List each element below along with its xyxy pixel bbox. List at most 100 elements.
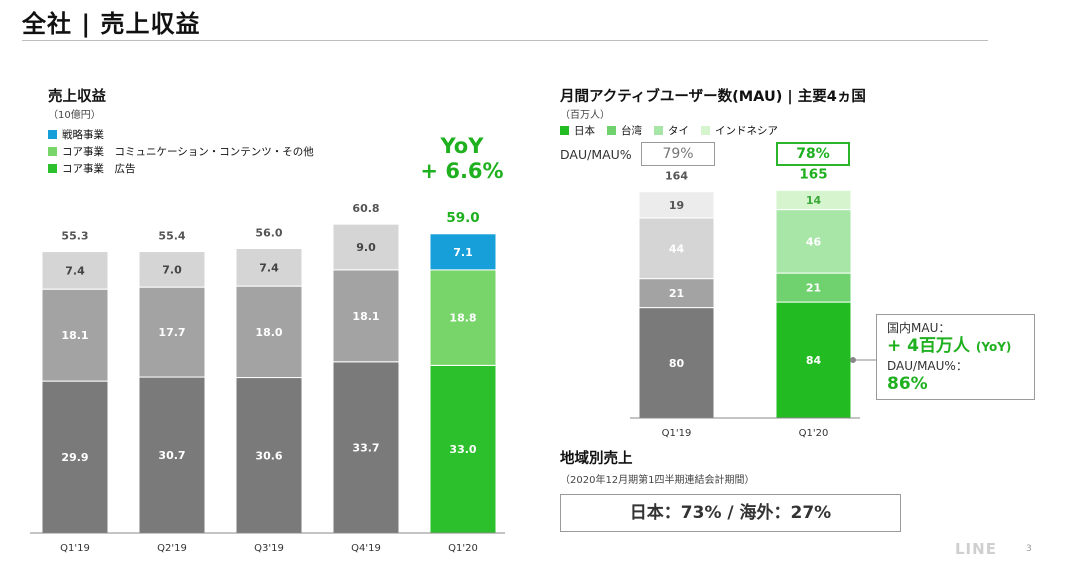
mau-unit: （百万人） bbox=[560, 110, 610, 121]
mau-bar-1-2 bbox=[775, 209, 852, 274]
revenue-category-label-3: Q4'19 bbox=[351, 543, 381, 554]
revenue-bar-1-0 bbox=[138, 376, 206, 534]
domestic-mau-callout: 国内MAU： + 4百万人 (YoY) DAU/MAU%： 86% bbox=[876, 314, 1035, 400]
page-number: 3 bbox=[1026, 544, 1032, 554]
revenue-value-label-1-1: 17.7 bbox=[158, 326, 185, 339]
legend-swatch bbox=[560, 126, 569, 135]
mau-total-label-1: 165 bbox=[799, 166, 827, 182]
title-divider bbox=[22, 40, 988, 41]
revenue-value-label-0-1: 18.1 bbox=[61, 329, 88, 342]
region-subtitle: （2020年12月期第1四半期連結会計期間） bbox=[560, 475, 755, 486]
legend-label: コア事業 広告 bbox=[62, 163, 136, 175]
revenue-bar-2-1 bbox=[235, 285, 303, 379]
mau-bar-0-3 bbox=[638, 191, 715, 219]
revenue-total-label-1: 55.4 bbox=[158, 230, 185, 243]
dau-mau-q1-20: 78% bbox=[776, 142, 850, 166]
legend-swatch bbox=[654, 126, 663, 135]
revenue-bar-2-2 bbox=[235, 248, 303, 287]
revenue-total-label-0: 55.3 bbox=[61, 230, 88, 243]
revenue-category-label-2: Q3'19 bbox=[254, 543, 284, 554]
revenue-category-label-4: Q1'20 bbox=[448, 543, 478, 554]
page-title: 全社 | 売上収益 bbox=[22, 10, 201, 38]
legend-label: 戦略事業 bbox=[62, 129, 104, 141]
revenue-value-label-4-1: 18.8 bbox=[449, 312, 476, 325]
mau-value-label-0-0: 80 bbox=[669, 357, 685, 370]
revenue-bar-2-0 bbox=[235, 377, 303, 534]
revenue-panel-title: 売上収益 bbox=[48, 89, 106, 105]
revenue-bar-4-1 bbox=[429, 269, 497, 366]
legend-label: インドネシア bbox=[715, 125, 778, 137]
legend-label: 日本 bbox=[574, 125, 595, 137]
revenue-bar-0-1 bbox=[41, 288, 109, 382]
revenue-category-label-1: Q2'19 bbox=[157, 543, 187, 554]
mau-value-label-0-1: 21 bbox=[669, 287, 684, 300]
mau-legend: 日本 台湾 タイ インドネシア bbox=[560, 123, 790, 138]
mau-panel-title: 月間アクティブユーザー数(MAU) | 主要4ヵ国 bbox=[560, 89, 866, 105]
callout-yoy-suffix: (YoY) bbox=[975, 340, 1012, 354]
legend-item-indonesia: インドネシア bbox=[701, 123, 778, 138]
revenue-value-label-3-0: 33.7 bbox=[352, 441, 379, 454]
revenue-bar-0-0 bbox=[41, 380, 109, 534]
revenue-value-label-4-2: 7.1 bbox=[453, 246, 473, 259]
yoy-value: + 6.6% bbox=[420, 159, 504, 183]
revenue-bar-1-2 bbox=[138, 251, 206, 288]
legend-label: タイ bbox=[668, 125, 689, 137]
revenue-total-label-4: 59.0 bbox=[446, 210, 479, 226]
mau-value-label-1-0: 84 bbox=[806, 354, 822, 367]
revenue-bar-3-0 bbox=[332, 361, 400, 534]
legend-item-core-communication: コア事業 コミュニケーション・コンテンツ・その他 bbox=[48, 143, 314, 160]
callout-mau-growth: + 4百万人 bbox=[887, 336, 970, 356]
legend-swatch bbox=[48, 130, 57, 139]
revenue-total-label-3: 60.8 bbox=[352, 202, 379, 215]
callout-mau-label: 国内MAU： bbox=[887, 321, 951, 335]
mau-bar-0-0 bbox=[638, 307, 715, 419]
callout-mau-value: + 4百万人 (YoY) bbox=[887, 336, 1024, 357]
legend-label: コア事業 コミュニケーション・コンテンツ・その他 bbox=[62, 146, 314, 158]
mau-total-label-0: 164 bbox=[665, 170, 688, 183]
mau-category-label-0: Q1'19 bbox=[662, 428, 692, 439]
revenue-bar-4-2 bbox=[429, 233, 497, 271]
revenue-category-label-0: Q1'19 bbox=[60, 543, 90, 554]
revenue-total-label-2: 56.0 bbox=[255, 227, 282, 240]
dau-mau-q1-19: 79% bbox=[641, 142, 715, 166]
mau-value-label-1-1: 21 bbox=[806, 282, 821, 295]
callout-dau-label: DAU/MAU%： bbox=[887, 359, 968, 373]
legend-swatch bbox=[607, 126, 616, 135]
legend-item-thailand: タイ bbox=[654, 123, 689, 138]
legend-swatch bbox=[48, 164, 57, 173]
callout-connector-dot bbox=[850, 357, 856, 364]
revenue-value-label-0-2: 7.4 bbox=[65, 264, 85, 277]
callout-dau-value: 86% bbox=[887, 374, 928, 394]
revenue-bar-0-2 bbox=[41, 251, 109, 290]
mau-value-label-0-2: 44 bbox=[669, 242, 685, 255]
mau-value-label-0-3: 19 bbox=[669, 199, 684, 212]
revenue-bar-4-0 bbox=[429, 364, 497, 534]
mau-bar-0-2 bbox=[638, 217, 715, 280]
revenue-bar-3-2 bbox=[332, 223, 400, 271]
revenue-value-label-1-0: 30.7 bbox=[158, 449, 185, 462]
revenue-unit: （10億円） bbox=[48, 110, 101, 121]
dau-mau-label: DAU/MAU% bbox=[560, 147, 632, 162]
revenue-value-label-2-1: 18.0 bbox=[255, 326, 282, 339]
revenue-legend: 戦略事業 コア事業 コミュニケーション・コンテンツ・その他 コア事業 広告 bbox=[48, 126, 314, 177]
legend-swatch bbox=[48, 147, 57, 156]
yoy-label: YoY bbox=[440, 134, 484, 158]
mau-bar-0-1 bbox=[638, 278, 715, 309]
legend-item-japan: 日本 bbox=[560, 123, 595, 138]
revenue-value-label-2-2: 7.4 bbox=[259, 261, 279, 274]
revenue-bar-1-1 bbox=[138, 286, 206, 378]
revenue-value-label-0-0: 29.9 bbox=[61, 451, 88, 464]
mau-value-label-1-3: 14 bbox=[806, 194, 822, 207]
region-breakdown: 日本：73% / 海外：27% bbox=[560, 494, 901, 532]
legend-label: 台湾 bbox=[621, 125, 642, 137]
revenue-value-label-3-1: 18.1 bbox=[352, 310, 379, 323]
legend-item-core-advertising: コア事業 広告 bbox=[48, 160, 314, 177]
legend-item-strategic: 戦略事業 bbox=[48, 126, 314, 143]
legend-swatch bbox=[701, 126, 710, 135]
revenue-value-label-2-0: 30.6 bbox=[255, 449, 282, 462]
mau-bar-1-3 bbox=[775, 189, 852, 211]
revenue-value-label-1-2: 7.0 bbox=[162, 263, 182, 276]
mau-value-label-1-2: 46 bbox=[806, 235, 822, 248]
yoy-growth: YoY + 6.6% bbox=[412, 134, 512, 184]
